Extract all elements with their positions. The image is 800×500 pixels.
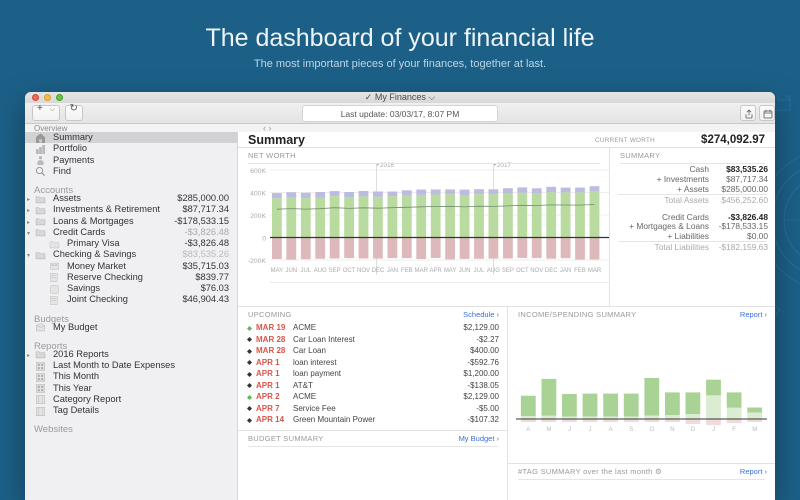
svg-text:600K: 600K	[250, 168, 266, 175]
svg-text:J: J	[589, 427, 592, 433]
svg-text:FEB: FEB	[574, 268, 586, 274]
svg-text:D: D	[691, 427, 696, 433]
svg-text:-200K: -200K	[248, 258, 267, 265]
svg-text:MAR: MAR	[588, 268, 602, 274]
svg-text:FEB: FEB	[401, 268, 413, 274]
svg-text:200K: 200K	[250, 213, 266, 220]
svg-text:SEP: SEP	[329, 268, 341, 274]
svg-text:M: M	[752, 427, 757, 433]
svg-text:JUL: JUL	[300, 268, 311, 274]
svg-text:J: J	[568, 427, 571, 433]
svg-text:0: 0	[262, 236, 266, 243]
svg-text:JUL: JUL	[474, 268, 485, 274]
svg-text:SEP: SEP	[502, 268, 514, 274]
svg-text:A: A	[609, 427, 613, 433]
svg-text:OCT: OCT	[516, 268, 529, 274]
svg-text:JUN: JUN	[459, 268, 471, 274]
svg-text:APR: APR	[430, 268, 443, 274]
svg-text:JAN: JAN	[560, 268, 571, 274]
svg-text:OCT: OCT	[343, 268, 356, 274]
svg-text:S: S	[629, 427, 633, 433]
svg-text:DEC: DEC	[372, 268, 385, 274]
svg-text:MAR: MAR	[415, 268, 429, 274]
svg-text:A: A	[526, 427, 530, 433]
svg-text:DEC: DEC	[545, 268, 558, 274]
svg-text:400K: 400K	[250, 191, 266, 198]
svg-text:MAY: MAY	[271, 268, 284, 274]
svg-text:N: N	[670, 427, 674, 433]
svg-text:M: M	[546, 427, 551, 433]
svg-text:AUG: AUG	[314, 268, 327, 274]
svg-text:MAY: MAY	[444, 268, 457, 274]
svg-text:O: O	[649, 427, 654, 433]
svg-text:F: F	[732, 427, 736, 433]
svg-text:NOV: NOV	[530, 268, 543, 274]
svg-text:JUN: JUN	[285, 268, 297, 274]
svg-text:JAN: JAN	[387, 268, 398, 274]
svg-text:J: J	[712, 427, 715, 433]
svg-text:AUG: AUG	[487, 268, 500, 274]
svg-text:NOV: NOV	[357, 268, 370, 274]
